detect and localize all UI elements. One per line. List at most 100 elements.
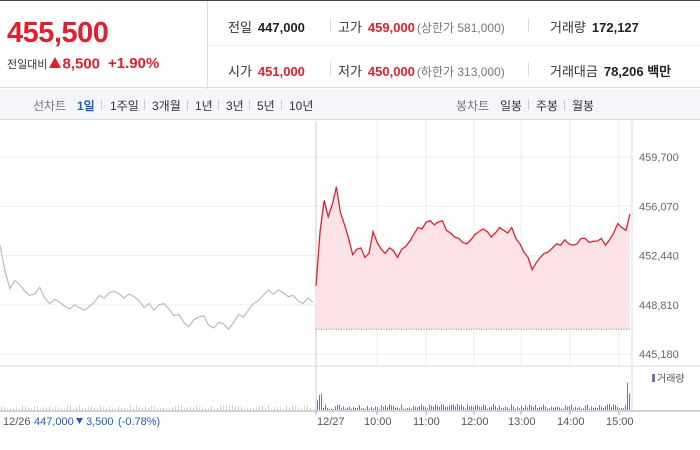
volume-bar bbox=[31, 407, 32, 410]
today-fill bbox=[316, 186, 630, 330]
volume-bar bbox=[467, 404, 468, 410]
volume-bar bbox=[112, 407, 113, 410]
volume-bar bbox=[395, 407, 396, 410]
volume-bar bbox=[363, 408, 364, 410]
volume-bar bbox=[295, 406, 296, 410]
volume-bar bbox=[343, 406, 344, 410]
volume-bar bbox=[355, 407, 356, 410]
volume-bar bbox=[220, 405, 221, 410]
volume-legend: 거래량 bbox=[652, 373, 685, 385]
volume-bar bbox=[379, 408, 380, 410]
volume-bar bbox=[621, 407, 622, 410]
volume-bar bbox=[551, 406, 552, 410]
volume-bar bbox=[259, 406, 260, 410]
volume-bar bbox=[529, 404, 530, 410]
volume-bar bbox=[625, 405, 626, 410]
today-area bbox=[315, 186, 631, 330]
column-divider bbox=[528, 18, 529, 32]
volume-bar bbox=[88, 406, 89, 410]
period-1w[interactable]: 1주일 bbox=[110, 99, 139, 113]
volume-bar bbox=[94, 407, 95, 410]
stat-label: 거래대금 bbox=[550, 64, 598, 79]
volume-bar bbox=[253, 408, 254, 410]
volume-bar bbox=[515, 408, 516, 410]
period-divider bbox=[249, 100, 250, 110]
volume-bar bbox=[79, 405, 80, 410]
period-10y[interactable]: 10년 bbox=[289, 99, 314, 113]
candle-monthly[interactable]: 월봉 bbox=[572, 99, 595, 113]
x-tick-label: 12:00 bbox=[461, 416, 489, 428]
prev-day-area bbox=[0, 245, 314, 331]
period-1y[interactable]: 1년 bbox=[195, 99, 213, 113]
volume-bar bbox=[43, 407, 44, 410]
stat-value: 451,000 bbox=[257, 64, 305, 79]
volume-bar bbox=[16, 406, 17, 410]
volume-bar bbox=[421, 404, 422, 410]
volume-bar bbox=[545, 406, 546, 410]
volume-bar bbox=[405, 408, 406, 410]
volume-bar bbox=[118, 405, 119, 410]
volume-bar bbox=[457, 404, 458, 410]
column-divider bbox=[330, 18, 331, 32]
volume-bar bbox=[449, 405, 450, 410]
volume-bar bbox=[463, 406, 464, 410]
y-tick-label: 448,810 bbox=[639, 300, 679, 312]
volume-bar bbox=[331, 408, 332, 410]
volume-bar bbox=[577, 407, 578, 410]
period-divider bbox=[528, 100, 529, 110]
volume-bar bbox=[34, 405, 35, 410]
period-divider bbox=[187, 100, 188, 110]
volume-bar bbox=[409, 407, 410, 410]
volume-bar bbox=[511, 404, 512, 410]
volume-bar bbox=[271, 408, 272, 410]
volume-bar bbox=[435, 404, 436, 410]
y-tick-label: 445,180 bbox=[639, 349, 679, 361]
volume-bar bbox=[133, 408, 134, 410]
x-tick-label: 15:00 bbox=[606, 416, 634, 428]
volume-bar bbox=[289, 407, 290, 410]
volume-bar bbox=[497, 408, 498, 410]
volume-bar bbox=[415, 406, 416, 410]
volume-bar bbox=[85, 407, 86, 410]
volume-bar bbox=[427, 408, 428, 410]
volume-bar bbox=[555, 406, 556, 410]
volume-bar bbox=[423, 406, 424, 410]
volume-bar bbox=[91, 406, 92, 410]
volume-bar bbox=[581, 408, 582, 410]
volume-bar bbox=[505, 406, 506, 410]
y-axis: 459,700 456,070 452,440 448,810 445,180 bbox=[639, 152, 679, 361]
volume-bar bbox=[7, 408, 8, 410]
candle-daily[interactable]: 일봉 bbox=[500, 99, 523, 113]
prev-day-rate: (-0.78%) bbox=[118, 416, 160, 428]
volume-bar bbox=[163, 407, 164, 410]
up-triangle-icon bbox=[49, 57, 62, 69]
volume-bar bbox=[375, 406, 376, 410]
period-5y[interactable]: 5년 bbox=[257, 99, 275, 113]
candle-weekly[interactable]: 주봉 bbox=[536, 99, 559, 113]
volume-bar bbox=[527, 407, 528, 410]
volume-bar bbox=[407, 408, 408, 410]
volume-bar bbox=[417, 407, 418, 410]
volume-bar bbox=[268, 405, 269, 410]
prev-day-close: 447,000 bbox=[34, 416, 74, 428]
volume-bar bbox=[100, 405, 101, 410]
volume-bar bbox=[387, 407, 388, 410]
volume-bar bbox=[567, 406, 568, 410]
volume-bar bbox=[373, 408, 374, 410]
period-3y[interactable]: 3년 bbox=[226, 99, 244, 113]
price-chart[interactable]: 459,700 456,070 452,440 448,810 445,180 12/2… bbox=[0, 121, 700, 450]
volume-bar bbox=[583, 408, 584, 410]
volume-bar bbox=[531, 406, 532, 410]
volume-bar bbox=[471, 405, 472, 410]
volume-bar bbox=[451, 405, 452, 410]
period-3m[interactable]: 3개월 bbox=[152, 99, 181, 113]
volume-bar bbox=[619, 408, 620, 410]
x-tick-label: 11:00 bbox=[413, 416, 440, 428]
period-1d[interactable]: 1일 bbox=[77, 99, 95, 113]
volume-bar bbox=[40, 408, 41, 410]
volume-bar bbox=[280, 407, 281, 410]
volume-bar bbox=[130, 405, 131, 410]
volume-bar bbox=[97, 408, 98, 410]
volume-bar bbox=[226, 405, 227, 410]
volume-bar bbox=[541, 406, 542, 410]
